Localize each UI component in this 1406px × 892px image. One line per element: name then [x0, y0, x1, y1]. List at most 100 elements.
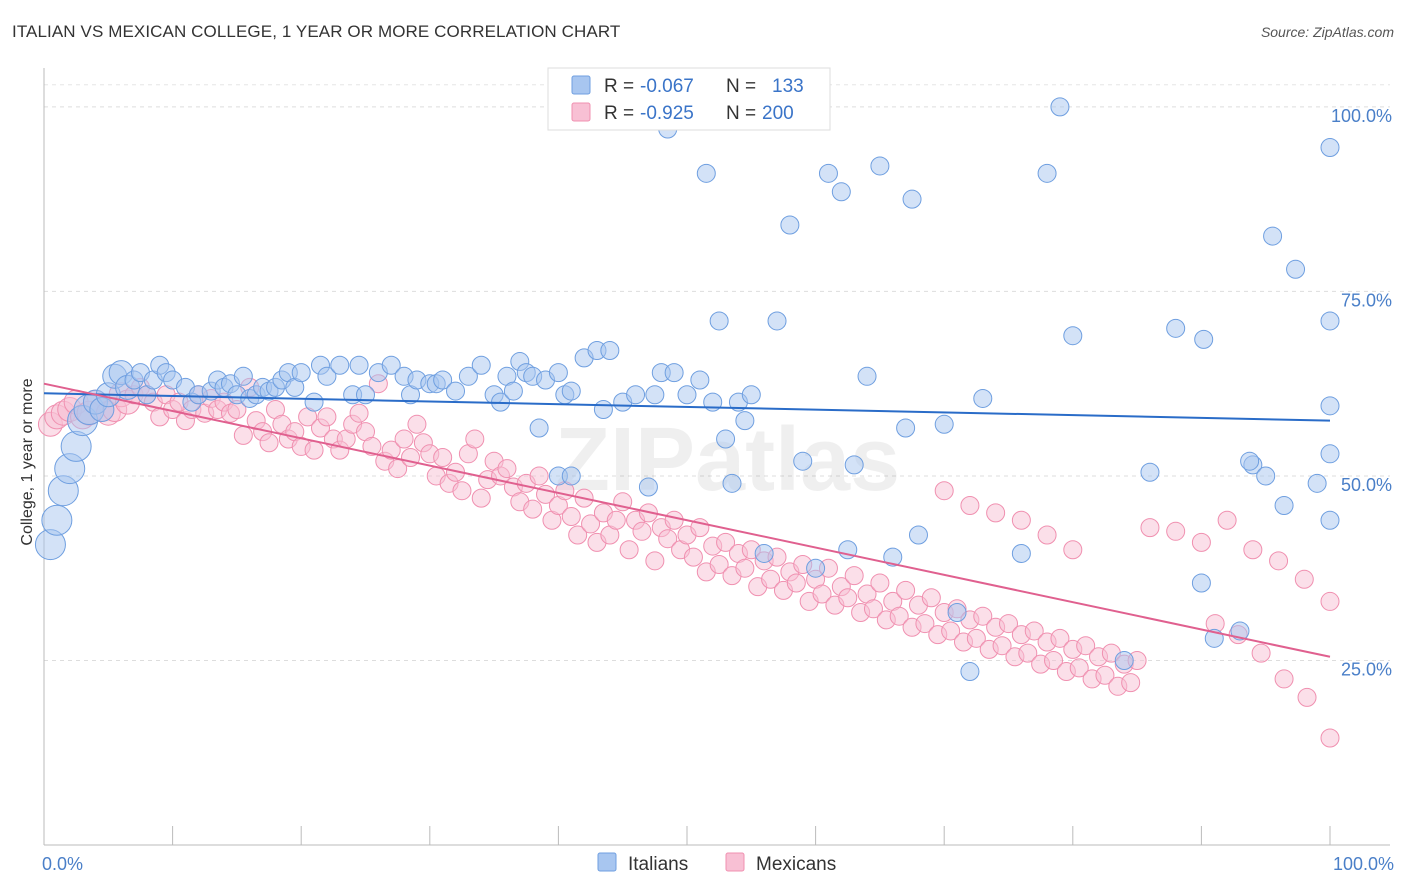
mexicans-point-186 — [986, 503, 1006, 523]
italians-point-1 — [41, 504, 73, 536]
mexicans-point-108 — [735, 558, 755, 578]
italians-point-41 — [330, 355, 350, 375]
italians-point-40 — [317, 366, 337, 386]
mexicans-point-105 — [716, 532, 736, 552]
mexicans-point-184 — [934, 481, 954, 501]
mexicans-point-66 — [465, 429, 485, 449]
italians-point-87 — [741, 385, 761, 405]
mexicans-point-97 — [664, 510, 684, 530]
italians-point-98 — [870, 156, 890, 176]
mexicans-point-57 — [407, 414, 427, 434]
chart-title: ITALIAN VS MEXICAN COLLEGE, 1 YEAR OR MO… — [12, 22, 621, 41]
mexicans-point-188 — [1037, 525, 1057, 545]
mexicans-point-137 — [921, 588, 941, 608]
italians-point-122 — [1263, 226, 1283, 246]
legend-r-value-mexicans: -0.925 — [640, 103, 694, 124]
mexicans-point-170 — [1140, 518, 1160, 538]
watermark: ZIPatlas — [555, 410, 900, 510]
mexicans-point-173 — [1217, 510, 1237, 530]
mexicans-point-125 — [844, 566, 864, 586]
italians-point-126 — [1320, 444, 1340, 464]
italians-point-129 — [1320, 138, 1340, 157]
legend-n-label-mexicans: N = — [726, 103, 756, 124]
mexicans-point-55 — [394, 429, 414, 449]
mexicans-point-129 — [870, 573, 890, 593]
mexicans-point-124 — [838, 588, 858, 608]
italians-point-81 — [690, 370, 710, 390]
x-ticks — [43, 826, 1331, 845]
italians-point-53 — [446, 381, 466, 401]
italians-point-116 — [1230, 621, 1250, 641]
italians-point-55 — [471, 355, 491, 375]
italians-point-113 — [1166, 318, 1186, 338]
italians-point-107 — [1011, 543, 1031, 563]
mexicans-point-50 — [362, 436, 382, 456]
mexicans-point-153 — [1024, 621, 1044, 641]
y-tick-label-50: 50.0% — [1341, 475, 1392, 495]
mexicans-point-157 — [1050, 628, 1070, 648]
mexicans-point-175 — [1269, 551, 1289, 571]
mexicans-point-164 — [1095, 665, 1115, 685]
italians-point-28 — [233, 366, 253, 386]
y-tick-label-100: 100.0% — [1331, 106, 1392, 126]
trend-line-italians — [43, 392, 1331, 422]
mexicans-point-64 — [452, 481, 472, 501]
mexicans-point-133 — [896, 580, 916, 600]
italians-point-110 — [1063, 326, 1083, 346]
italians-point-109 — [1050, 97, 1070, 117]
italians-point-127 — [1320, 510, 1340, 530]
mexicans-point-48 — [349, 403, 369, 423]
italians-point-96 — [844, 455, 864, 475]
italians-point-131 — [696, 163, 716, 183]
italians-point-43 — [349, 355, 369, 375]
italians-point-125 — [1320, 396, 1340, 416]
bottom-legend-label-italians: Italians — [628, 854, 688, 875]
mexicans-point-96 — [658, 529, 678, 549]
y-tick-labels: 25.0% 50.0% 75.0% 100.0% — [1331, 106, 1392, 680]
legend-n-value-mexicans: 200 — [762, 103, 794, 124]
italians-point-63 — [529, 418, 549, 438]
italians-point-59 — [503, 381, 523, 401]
italians-point-76 — [638, 477, 658, 497]
italians-point-38 — [304, 392, 324, 412]
mexicans-point-67 — [471, 488, 491, 508]
italians-point-75 — [561, 466, 581, 486]
italians-point-106 — [973, 388, 993, 408]
mexicans-point-171 — [1166, 521, 1186, 541]
mexicans-point-182 — [1297, 687, 1317, 707]
mexicans-point-92 — [632, 521, 652, 541]
legend-n-value-italians: 133 — [772, 76, 804, 97]
italians-point-124 — [1286, 259, 1306, 279]
mexicans-point-100 — [683, 547, 703, 567]
mexicans-point-187 — [1011, 510, 1031, 530]
mexicans-point-34 — [259, 433, 279, 453]
mexicans-point-144 — [966, 628, 986, 648]
mexicans-point-30 — [233, 425, 253, 445]
italians-point-120 — [1194, 329, 1214, 349]
italians-point-89 — [767, 311, 787, 331]
italians-point-92 — [806, 558, 826, 578]
italians-point-123 — [1274, 495, 1294, 515]
mexicans-point-189 — [1063, 540, 1083, 560]
legend-swatch-mexicans — [571, 102, 591, 122]
italians-point-84 — [716, 429, 736, 449]
legend-box — [547, 67, 831, 131]
mexicans-point-149 — [999, 614, 1018, 634]
mexicans-point-75 — [523, 499, 543, 519]
mexicans-point-176 — [1294, 569, 1314, 589]
y-axis-label: College, 1 year or more — [19, 378, 36, 545]
chart-source: Source: ZipAtlas.com — [1260, 24, 1394, 40]
italians-point-114 — [1191, 573, 1211, 593]
bottom-legend-label-mexicans: Mexicans — [756, 854, 836, 875]
mexicans-point-185 — [960, 495, 980, 515]
italians-point-73 — [626, 385, 646, 405]
trend-line-mexicans — [43, 382, 1331, 658]
bottom-legend-swatch-italians — [597, 852, 617, 872]
italians-point-88 — [754, 543, 774, 563]
italians-point-71 — [600, 340, 620, 360]
italians-point-132 — [735, 411, 755, 431]
mexicans-point-71 — [497, 459, 517, 479]
mexicans-point-41 — [304, 440, 324, 460]
legend-r-label-mexicans: R = — [604, 103, 634, 124]
italians-point-97 — [857, 366, 877, 386]
